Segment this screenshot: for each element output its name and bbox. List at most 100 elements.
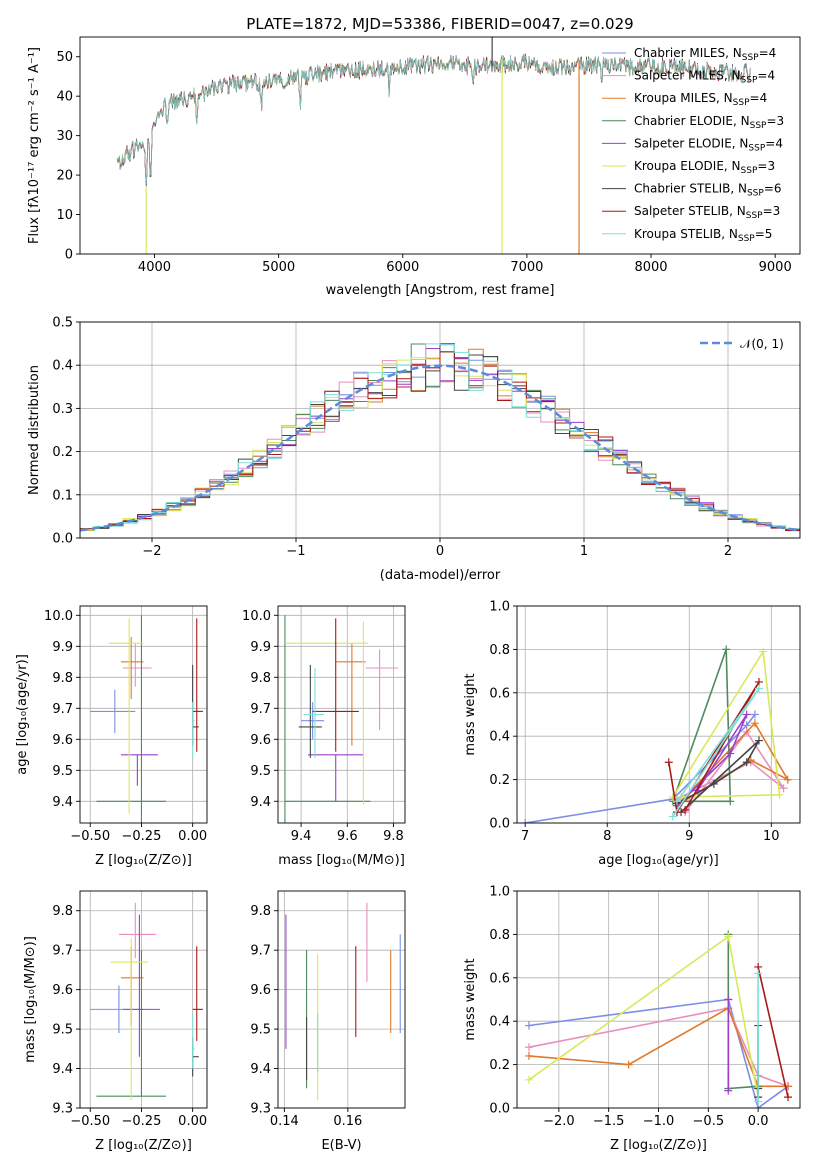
series-line <box>672 649 732 803</box>
y-tick-label: 10.0 <box>242 609 271 624</box>
plot-area <box>80 37 800 254</box>
y-tick-label: 9.8 <box>52 904 73 919</box>
series-marker <box>754 969 763 978</box>
panel-residuals: −2 −1 0 1 2 0.0 0.1 0.2 0.3 0.4 0.5 𝒩(0, 1) (data-mo… <box>27 316 801 583</box>
series-marker <box>742 758 751 767</box>
legend-entry: Salpeter ELODIE, NSSP=4 <box>634 136 783 153</box>
y-tick-label: 9.7 <box>52 702 73 717</box>
y-tick-label: 9.7 <box>52 944 73 959</box>
axes-border <box>516 605 801 824</box>
panel-weight_vs_age: 7 8 9 10 0.0 0.2 0.4 0.6 0.8 1.0 age [log₁₀(age/yr… <box>463 600 801 868</box>
x-tick-label: 9.6 <box>337 829 358 844</box>
series-marker <box>750 710 759 719</box>
series-line <box>668 681 760 815</box>
y-axis-label: mass weight <box>463 673 478 755</box>
data-layer <box>521 645 792 823</box>
legend-subscript: SSP <box>750 121 767 131</box>
plot-area <box>80 891 207 1108</box>
legend: 𝒩(0, 1) <box>700 337 784 351</box>
legend-subscript: SSP <box>748 143 765 153</box>
x-tick-label: 0.00 <box>178 829 207 844</box>
x-tick-label: 9.8 <box>383 829 404 844</box>
y-tick-label: 9.9 <box>250 640 271 655</box>
x-axis-label: age [log₁₀(age/yr)] <box>598 853 719 868</box>
series-line <box>528 1007 789 1088</box>
series-marker <box>750 719 759 728</box>
series-marker <box>775 790 784 799</box>
data-layer <box>90 902 203 1101</box>
series-marker <box>726 797 735 806</box>
data-layer <box>90 615 203 823</box>
legend-label: Kroupa MILES, N <box>634 91 733 105</box>
x-tick-label: −0.50 <box>70 1114 110 1129</box>
y-tick-label: 0.2 <box>52 445 73 460</box>
x-tick-label: 7 <box>521 829 529 844</box>
plot-area <box>278 891 405 1108</box>
x-tick-label: 0.0 <box>748 1114 769 1129</box>
series-marker <box>726 749 735 758</box>
legend-count: =6 <box>764 182 782 196</box>
x-axis-label: wavelength [Angstrom, rest frame] <box>326 283 555 298</box>
axes-border <box>79 890 208 1109</box>
legend-subscript: SSP <box>742 53 759 63</box>
y-tick-label: 0.6 <box>489 971 510 986</box>
y-tick-label: 40 <box>56 90 73 105</box>
y-tick-label: 9.7 <box>250 702 271 717</box>
axes-border <box>277 605 406 824</box>
x-axis-label: E(B-V) <box>321 1138 361 1153</box>
y-tick-label: 0.0 <box>52 532 73 547</box>
y-tick-label: 9.8 <box>250 904 271 919</box>
series-marker <box>681 805 690 814</box>
axes-frame: −0.50 −0.25 0.00 9.3 9.4 9.5 9.6 9.7 9.8 <box>52 890 208 1129</box>
y-tick-label: 0.3 <box>52 402 73 417</box>
x-tick-label: 4000 <box>138 260 171 275</box>
y-axis-label: mass weight <box>463 958 478 1040</box>
y-tick-label: 0.0 <box>489 1102 510 1117</box>
x-axis-label: (data-model)/error <box>380 568 501 583</box>
legend-subscript: SSP <box>741 76 758 86</box>
data-layer <box>285 902 401 1101</box>
y-tick-label: 9.6 <box>250 983 271 998</box>
series-marker <box>672 797 681 806</box>
panel-spectrum: 4000 5000 6000 7000 8000 9000 0 10 20 30 40 50 wavel… <box>27 36 801 298</box>
x-tick-label: 1 <box>580 544 588 559</box>
series-marker <box>724 1086 733 1095</box>
y-tick-label: 9.3 <box>52 1102 73 1117</box>
x-tick-label: 6000 <box>386 260 419 275</box>
series-marker <box>524 1075 533 1084</box>
series-marker <box>724 932 733 941</box>
legend-subscript: SSP <box>733 98 750 108</box>
legend-count: =4 <box>765 136 783 150</box>
series-marker <box>668 792 677 801</box>
y-tick-label: 0.4 <box>52 359 73 374</box>
data-layer <box>116 37 751 254</box>
x-axis-label: Z [log₁₀(Z/Z⊙)] <box>610 1138 707 1153</box>
y-tick-label: 9.5 <box>52 1023 73 1038</box>
legend-subscript: SSP <box>747 189 764 199</box>
series-marker <box>724 995 733 1004</box>
x-axis-label: mass [log₁₀(M/M⊙)] <box>278 853 405 868</box>
legend-entry: Salpeter STELIB, NSSP=3 <box>634 204 780 221</box>
axes-frame: 9.4 9.6 9.8 9.4 9.5 9.6 9.7 9.8 9.9 10.0 <box>242 605 406 844</box>
legend-count: =3 <box>766 114 784 128</box>
y-tick-label: 9.4 <box>52 1062 73 1077</box>
panel-weight_vs_Z: −2.0 −1.5 −1.0 −0.5 0.0 0.0 0.2 0.4 0.6 0.8 1.0 Z [… <box>463 885 801 1153</box>
series-marker <box>754 684 763 693</box>
series-marker <box>754 1097 763 1106</box>
series-marker <box>624 1060 633 1069</box>
series-line <box>672 649 781 798</box>
series-marker <box>524 1021 533 1030</box>
axes-frame: −2 −1 0 1 2 0.0 0.1 0.2 0.3 0.4 0.5 <box>52 316 801 559</box>
legend-entry: Chabrier MILES, NSSP=4 <box>634 46 776 63</box>
axes-border <box>79 605 208 824</box>
x-tick-label: 7000 <box>510 260 543 275</box>
x-tick-label: 0.16 <box>333 1114 362 1129</box>
legend-label: Kroupa ELODIE, N <box>634 159 741 173</box>
legend-entry: Chabrier ELODIE, NSSP=3 <box>634 114 784 131</box>
x-tick-label: −0.5 <box>693 1114 725 1129</box>
y-tick-label: 9.8 <box>52 671 73 686</box>
series-marker <box>779 784 788 793</box>
legend-label: Chabrier ELODIE, N <box>634 114 750 128</box>
y-axis-label: age [log₁₀(age/yr)] <box>15 654 30 775</box>
